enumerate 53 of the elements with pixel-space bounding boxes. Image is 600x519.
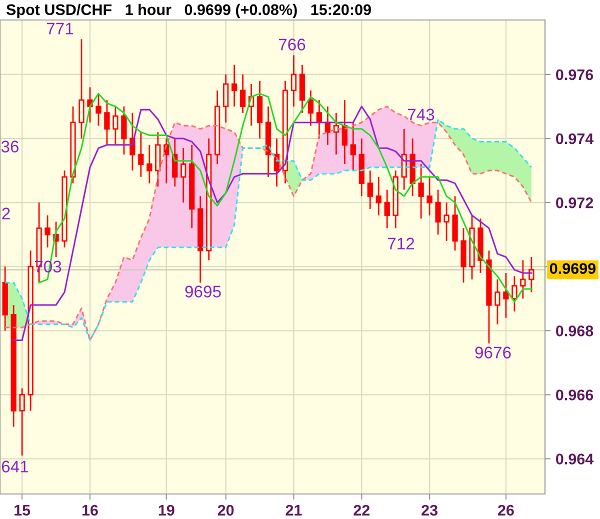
annotation: 641 [2,460,28,472]
candlestick [494,278,500,325]
candlestick [96,92,102,126]
candlestick [333,112,339,156]
x-tick-label: 22 [354,504,370,516]
candlestick [444,202,450,242]
x-tick-label: 19 [158,504,174,516]
annotation: 743 [408,108,434,120]
candlestick [426,176,432,216]
y-tick-label: 0.976 [556,69,594,80]
x-tick-label: 23 [422,504,438,516]
candlestick [19,388,25,456]
chart-title: Spot USD/CHF 1 hour 0.9699 (+0.08%) 15:20:09 [6,4,371,18]
candlestick [384,189,390,229]
annotation: 36 [1,140,19,152]
x-tick-label: 20 [218,504,234,516]
annotation: 2 [2,208,10,220]
y-tick-label: 0.968 [556,326,594,336]
candlestick [138,131,144,178]
x-tick-label: 26 [498,504,514,516]
candlestick [146,144,152,184]
candlestick [44,214,50,248]
candlestick [240,74,246,114]
candlestick [367,170,373,210]
candlestick [503,272,509,319]
annotation: 712 [388,238,414,250]
candlestick [180,147,186,204]
x-tick-label: 16 [82,504,98,516]
y-tick-label: 0.974 [556,133,594,144]
candlestick [435,189,441,236]
annotation: 9695 [185,286,221,298]
candlestick [104,99,110,146]
candlestick [350,122,356,172]
candlestick [121,106,127,156]
candlestick [222,74,229,124]
annotation: 771 [46,22,74,34]
candlestick [520,260,526,300]
x-tick-label: 15 [14,504,30,516]
y-tick-label: 0.966 [556,390,594,400]
candlestick [112,106,118,146]
candlestick [376,176,382,216]
y-tick-label: 0.964 [556,454,594,464]
annotation: 766 [278,38,306,50]
candlestick [308,90,314,126]
candlestick [290,54,297,108]
candlestick [418,163,424,220]
candlestick [512,276,518,312]
annotation: 9676 [475,346,511,358]
ref-line-label: 0.9699 [550,263,596,274]
y-tick-label: 0.972 [556,197,594,208]
x-tick-label: 21 [286,504,302,516]
candlestick [78,38,84,140]
candlestick [231,64,238,108]
